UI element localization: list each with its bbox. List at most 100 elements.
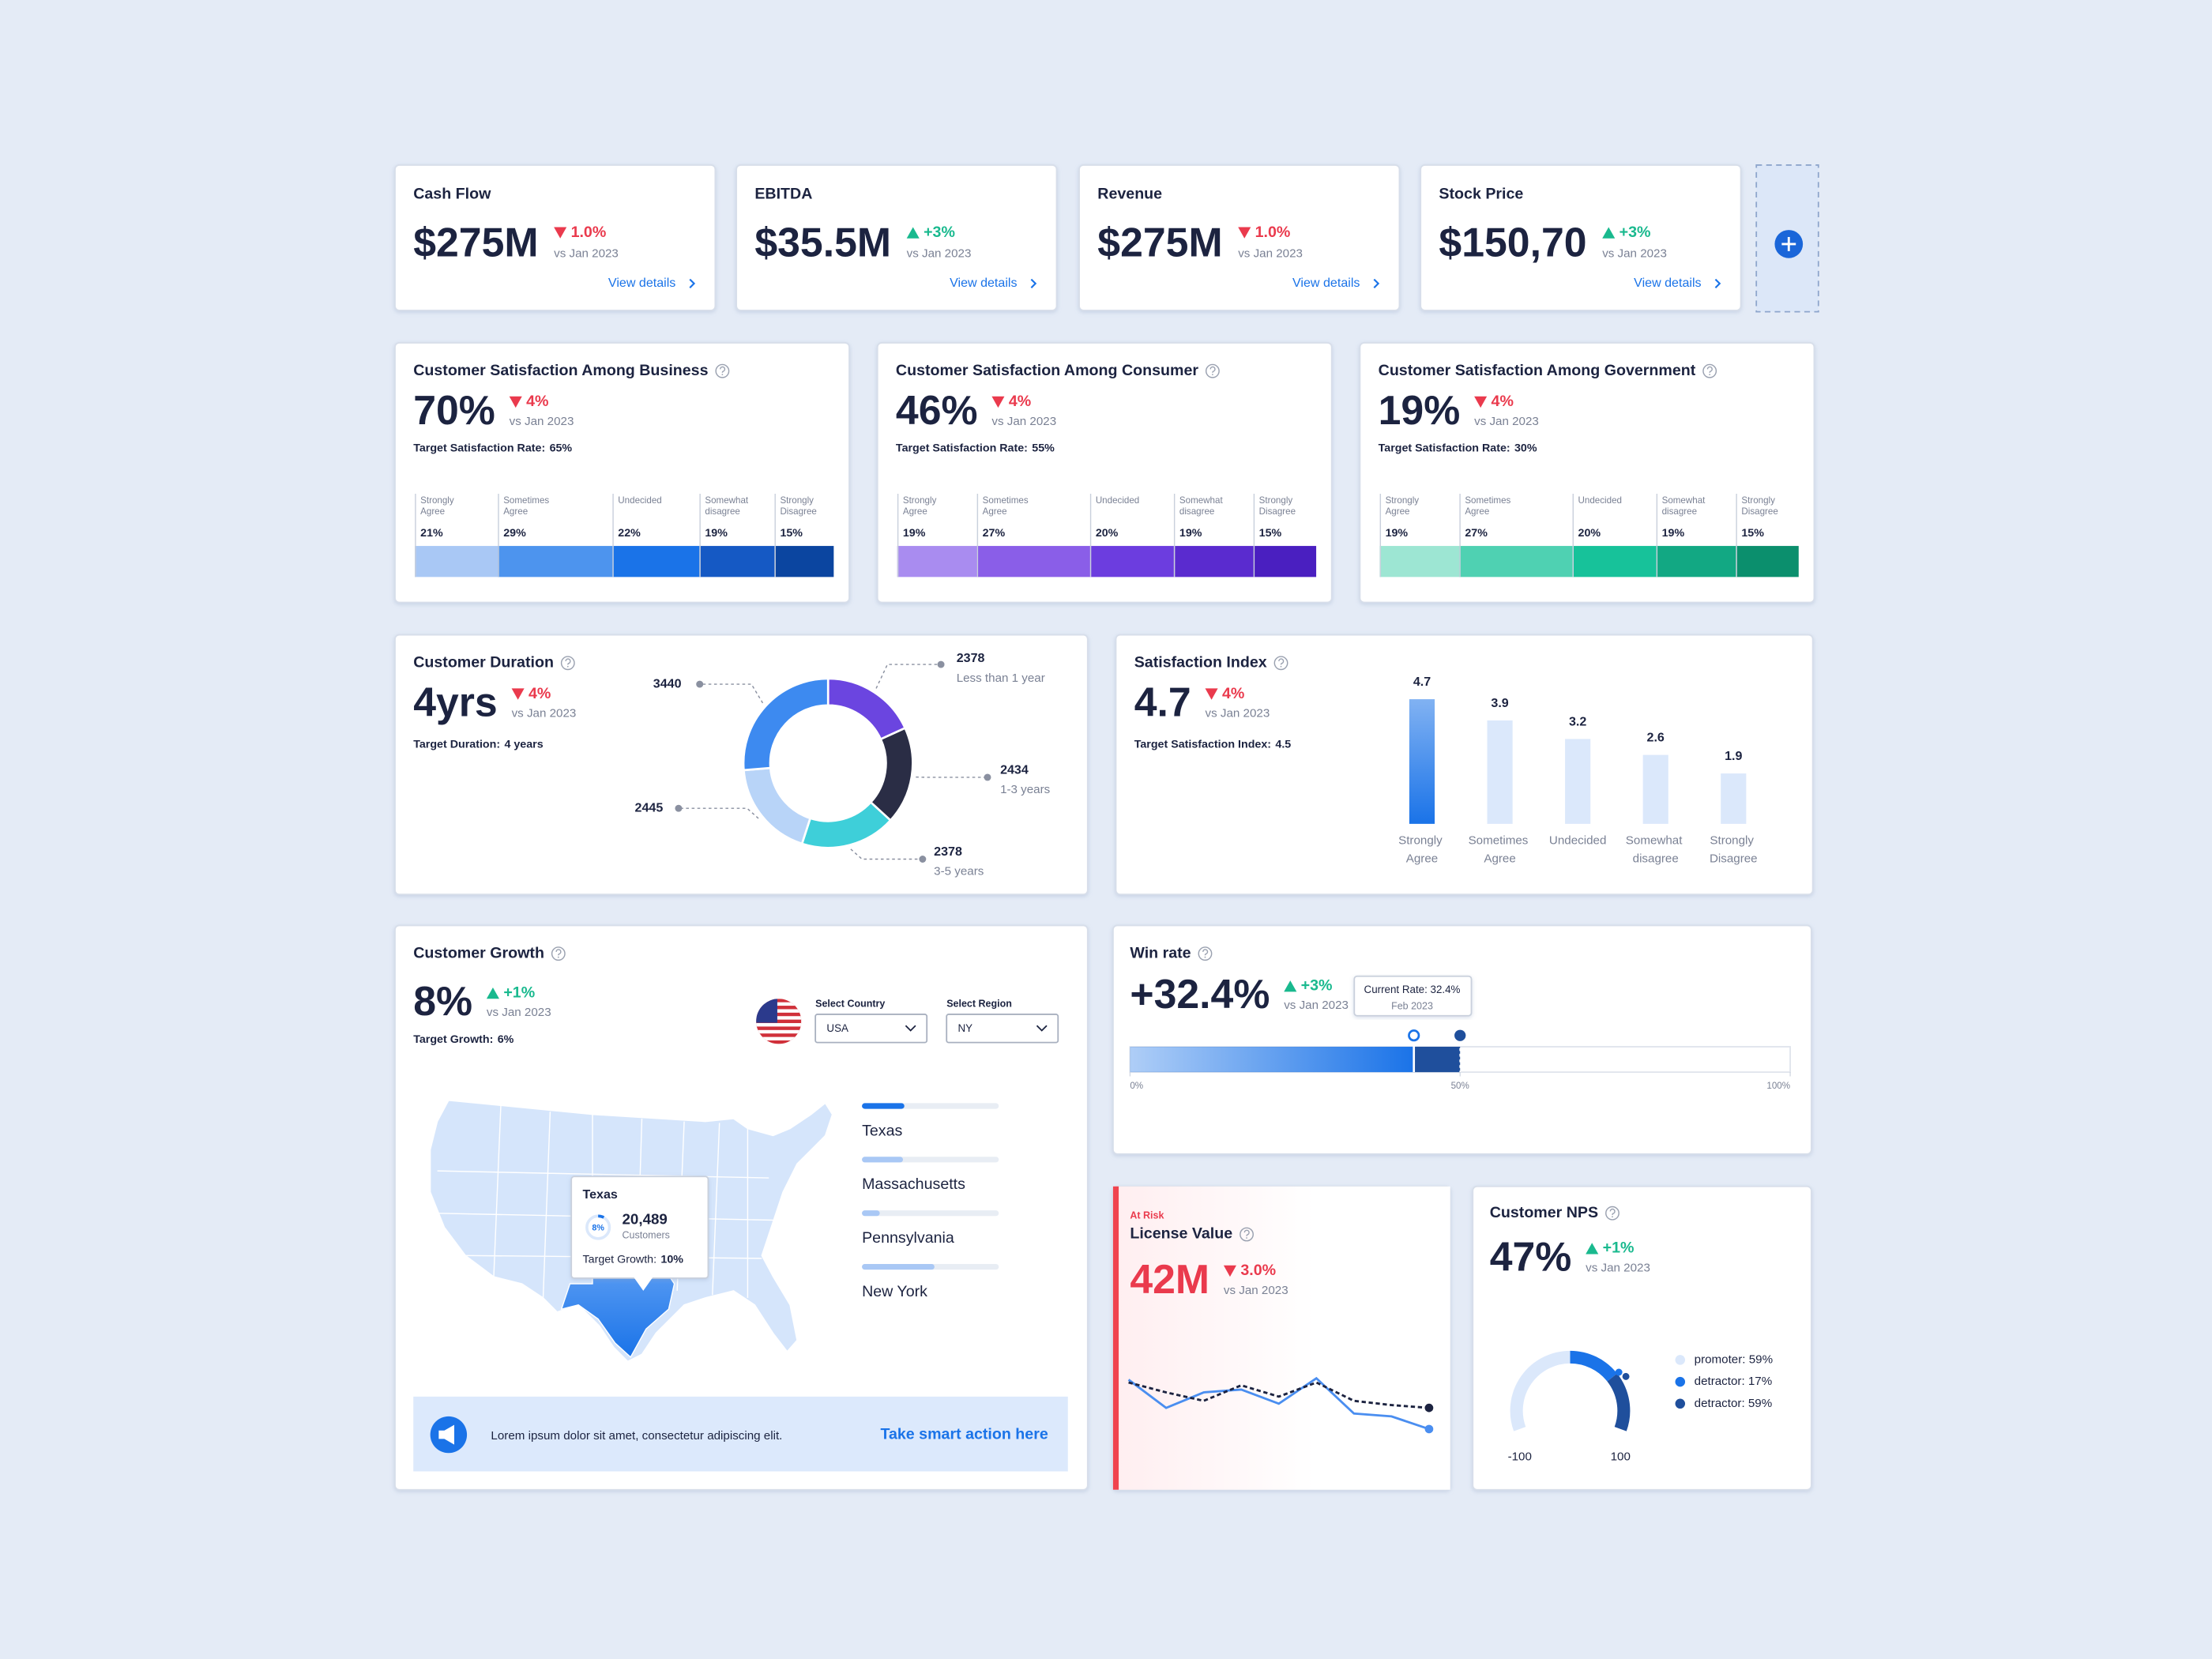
label-line: Strongly (1386, 495, 1422, 506)
label-line: Strongly (780, 495, 816, 506)
help-icon (1205, 363, 1220, 378)
target-label: Target Growth: (413, 1033, 493, 1046)
help-icon (560, 656, 575, 671)
label-line: Strongly (1259, 495, 1296, 506)
label-line: Sometimes (503, 495, 551, 506)
metric-value: 4.7 (1134, 679, 1191, 725)
metric-value: 47% (1490, 1233, 1572, 1279)
card-title: Customer Satisfaction Among Consumer (896, 362, 1198, 379)
card-title: Customer Growth (413, 944, 544, 961)
bar-category: Strongly Disagree (1710, 833, 1758, 865)
stacked-segment (1173, 546, 1254, 577)
card (1359, 342, 1815, 604)
legend-label: detractor: 17% (1695, 1375, 1773, 1388)
trend-arrow (554, 227, 567, 239)
bar-value: 3.2 (1569, 714, 1586, 728)
help-glyph (1609, 1208, 1616, 1215)
change-value: 4% (529, 685, 551, 702)
label-line: Sometimes (983, 495, 1031, 506)
flag (756, 999, 802, 1044)
gauge-arc (1607, 1373, 1631, 1431)
segment-category: Strongly Agree (420, 495, 457, 517)
risk-background (1112, 1186, 1450, 1490)
change-value: 4% (526, 393, 548, 410)
label-line: Agree (503, 506, 528, 517)
view-details-link[interactable]: View details (1634, 276, 1701, 290)
stacked-segment (699, 546, 775, 577)
stacked-segment (897, 546, 977, 577)
metric-value: 4yrs (413, 679, 498, 725)
target-label: Target Duration: (413, 739, 500, 751)
help-glyph-dot (1212, 374, 1213, 375)
view-details-link[interactable]: View details (950, 276, 1017, 290)
donut-value: 2434 (1000, 762, 1029, 777)
view-details-link[interactable]: View details (1292, 276, 1360, 290)
label-line: Sometimes (1469, 833, 1532, 847)
select-box[interactable] (946, 1014, 1059, 1044)
card-title: Stock Price (1439, 186, 1523, 203)
change-value: +3% (1301, 976, 1333, 994)
donut-category: 1-3 years (1000, 783, 1051, 796)
card-title: Satisfaction Index (1134, 653, 1267, 671)
segment-category: Strongly Disagree (1741, 495, 1778, 517)
gauge-marker (1615, 1368, 1623, 1376)
bar (1565, 739, 1591, 824)
help-icon (1605, 1206, 1620, 1221)
donut-category: Less than 1 year (957, 672, 1045, 685)
change-value: 4% (1492, 393, 1514, 410)
help-glyph (719, 366, 726, 373)
help-icon (1702, 363, 1717, 378)
action-banner (413, 1396, 1068, 1472)
segment-category: Somewhat disagree (1179, 495, 1225, 517)
card-title: Win rate (1130, 944, 1191, 961)
add-widget[interactable] (1755, 164, 1819, 313)
segment-category: Somewhat disagree (1662, 495, 1708, 517)
target-label: Target Satisfaction Rate: (413, 442, 545, 455)
bar (1721, 773, 1747, 824)
bar-category: Strongly Agree (1398, 833, 1446, 865)
x-tick-label: 100% (1766, 1081, 1790, 1091)
stacked-segment (774, 546, 834, 577)
label-line: disagree (705, 506, 739, 517)
legend-label: promoter: 59% (1695, 1352, 1773, 1366)
view-details-link[interactable]: View details (608, 276, 675, 290)
donut-segment (742, 677, 830, 772)
donut-value: 2378 (957, 651, 985, 665)
select-box[interactable] (814, 1014, 928, 1044)
segment-value: 15% (1259, 527, 1282, 540)
trend-arrow (511, 688, 525, 700)
help-icon (551, 946, 566, 961)
help-glyph-dot (1246, 1237, 1247, 1239)
leader-dot (919, 856, 927, 863)
segment-value: 20% (1096, 527, 1119, 540)
compare-label: vs Jan 2023 (554, 246, 619, 260)
segment-value: 29% (503, 527, 526, 540)
label-line: Disagree (780, 506, 816, 517)
progress-bar (862, 1157, 904, 1163)
card-title: EBITDA (754, 186, 812, 203)
select-value[interactable]: USA (826, 1022, 848, 1034)
label-line: Strongly (1741, 495, 1778, 506)
stacked-segment (1379, 546, 1460, 577)
chevron (1030, 278, 1037, 289)
segment-value: 27% (1465, 527, 1488, 540)
compare-label: vs Jan 2023 (1224, 1284, 1288, 1297)
select-value[interactable]: NY (958, 1022, 973, 1034)
gauge-arc (1510, 1350, 1571, 1431)
tooltip-count: 20,489 (623, 1211, 668, 1228)
help-glyph (1278, 658, 1285, 665)
stacked-segment (1089, 546, 1174, 577)
change-value: +3% (1620, 224, 1651, 241)
compare-label: vs Jan 2023 (1602, 246, 1667, 260)
segment-value: 27% (983, 527, 1006, 540)
label-line: Agree (1465, 506, 1489, 517)
stacked-segment (1736, 546, 1799, 577)
label-line: Strongly (420, 495, 457, 506)
stacked-segment (415, 546, 498, 577)
change-value: 3.0% (1240, 1262, 1276, 1279)
target-label: Target Satisfaction Rate: (1379, 442, 1510, 455)
banner-link[interactable]: Take smart action here (880, 1425, 1048, 1443)
stacked-segment (498, 546, 613, 577)
